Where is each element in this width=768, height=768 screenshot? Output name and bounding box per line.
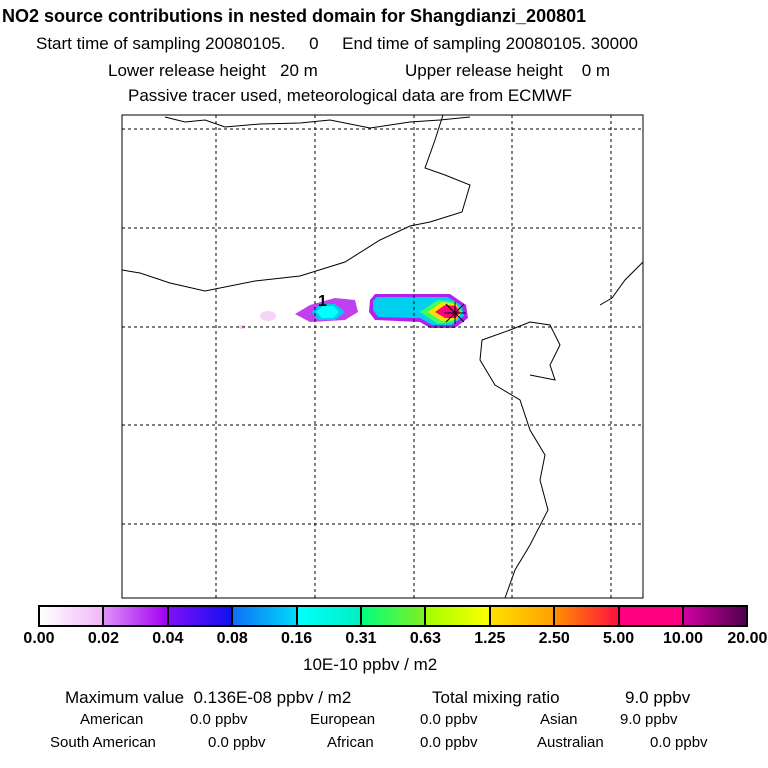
colorbar-segment	[38, 605, 105, 627]
region-value: 0.0 ppbv	[190, 711, 248, 728]
plume	[238, 294, 468, 329]
colorbar-unit: 10E-10 ppbv / m2	[303, 655, 438, 674]
map-frame	[121, 114, 644, 599]
colorbar-segment	[424, 605, 491, 627]
colorbar-tick-label: 0.16	[281, 630, 313, 647]
region-value: 9.0 ppbv	[620, 711, 678, 728]
total-mixing-value: 9.0 ppbv	[625, 688, 691, 707]
colorbar-tick-label: 10.00	[662, 630, 704, 647]
colorbar-segment	[102, 605, 169, 627]
sampling-times: Start time of sampling 20080105. 0 End t…	[36, 34, 638, 53]
colorbar-tick-label: 1.25	[474, 630, 506, 647]
coastlines-borders	[121, 114, 644, 599]
total-mixing-label: Total mixing ratio	[432, 688, 560, 707]
region-name: South American	[50, 734, 156, 751]
region-value: 0.0 ppbv	[650, 734, 708, 751]
plume-patch	[260, 311, 276, 321]
gridlines	[122, 115, 643, 598]
colorbar-segment	[682, 605, 749, 627]
colorbar-tick-label: 5.00	[603, 630, 635, 647]
colorbar-tick-label: 0.63	[409, 630, 441, 647]
colorbar-tick-label: 0.08	[216, 630, 248, 647]
colorbar-segment	[295, 605, 362, 627]
region-name: American	[80, 711, 144, 728]
colorbar-tick-label: 0.00	[23, 630, 55, 647]
region-name: African	[327, 734, 374, 751]
region-value: 0.0 ppbv	[420, 711, 478, 728]
colorbar-segment	[360, 605, 427, 627]
colorbar-segment	[553, 605, 620, 627]
region-name: Asian	[540, 711, 578, 728]
colorbar-segment	[166, 605, 234, 627]
source-marker-label: 1	[318, 293, 327, 310]
plot-title: NO2 source contributions in nested domai…	[2, 6, 587, 26]
colorbar-tick-label: 20.00	[727, 630, 768, 647]
colorbar-tick-label: 0.31	[345, 630, 377, 647]
tracer-info: Passive tracer used, meteorological data…	[128, 86, 573, 105]
colorbar-segment	[617, 605, 684, 627]
colorbar-tick-label: 0.04	[152, 630, 184, 647]
asterisk-icon	[444, 302, 466, 324]
region-value: 0.0 ppbv	[420, 734, 478, 751]
colorbar-tick-label: 0.02	[87, 630, 119, 647]
plume-patch	[316, 306, 339, 318]
region-value: 0.0 ppbv	[208, 734, 266, 751]
lower-release-height: Lower release height 20 m	[108, 61, 318, 80]
upper-release-height: Upper release height 0 m	[405, 61, 611, 80]
maximum-value: Maximum value 0.136E-08 ppbv / m2	[65, 688, 352, 707]
colorbar-segment	[231, 605, 298, 627]
colorbar-tick-label: 2.50	[538, 630, 570, 647]
colorbar-segment	[488, 605, 556, 627]
region-name: Australian	[537, 734, 604, 751]
region-name: European	[310, 711, 376, 728]
